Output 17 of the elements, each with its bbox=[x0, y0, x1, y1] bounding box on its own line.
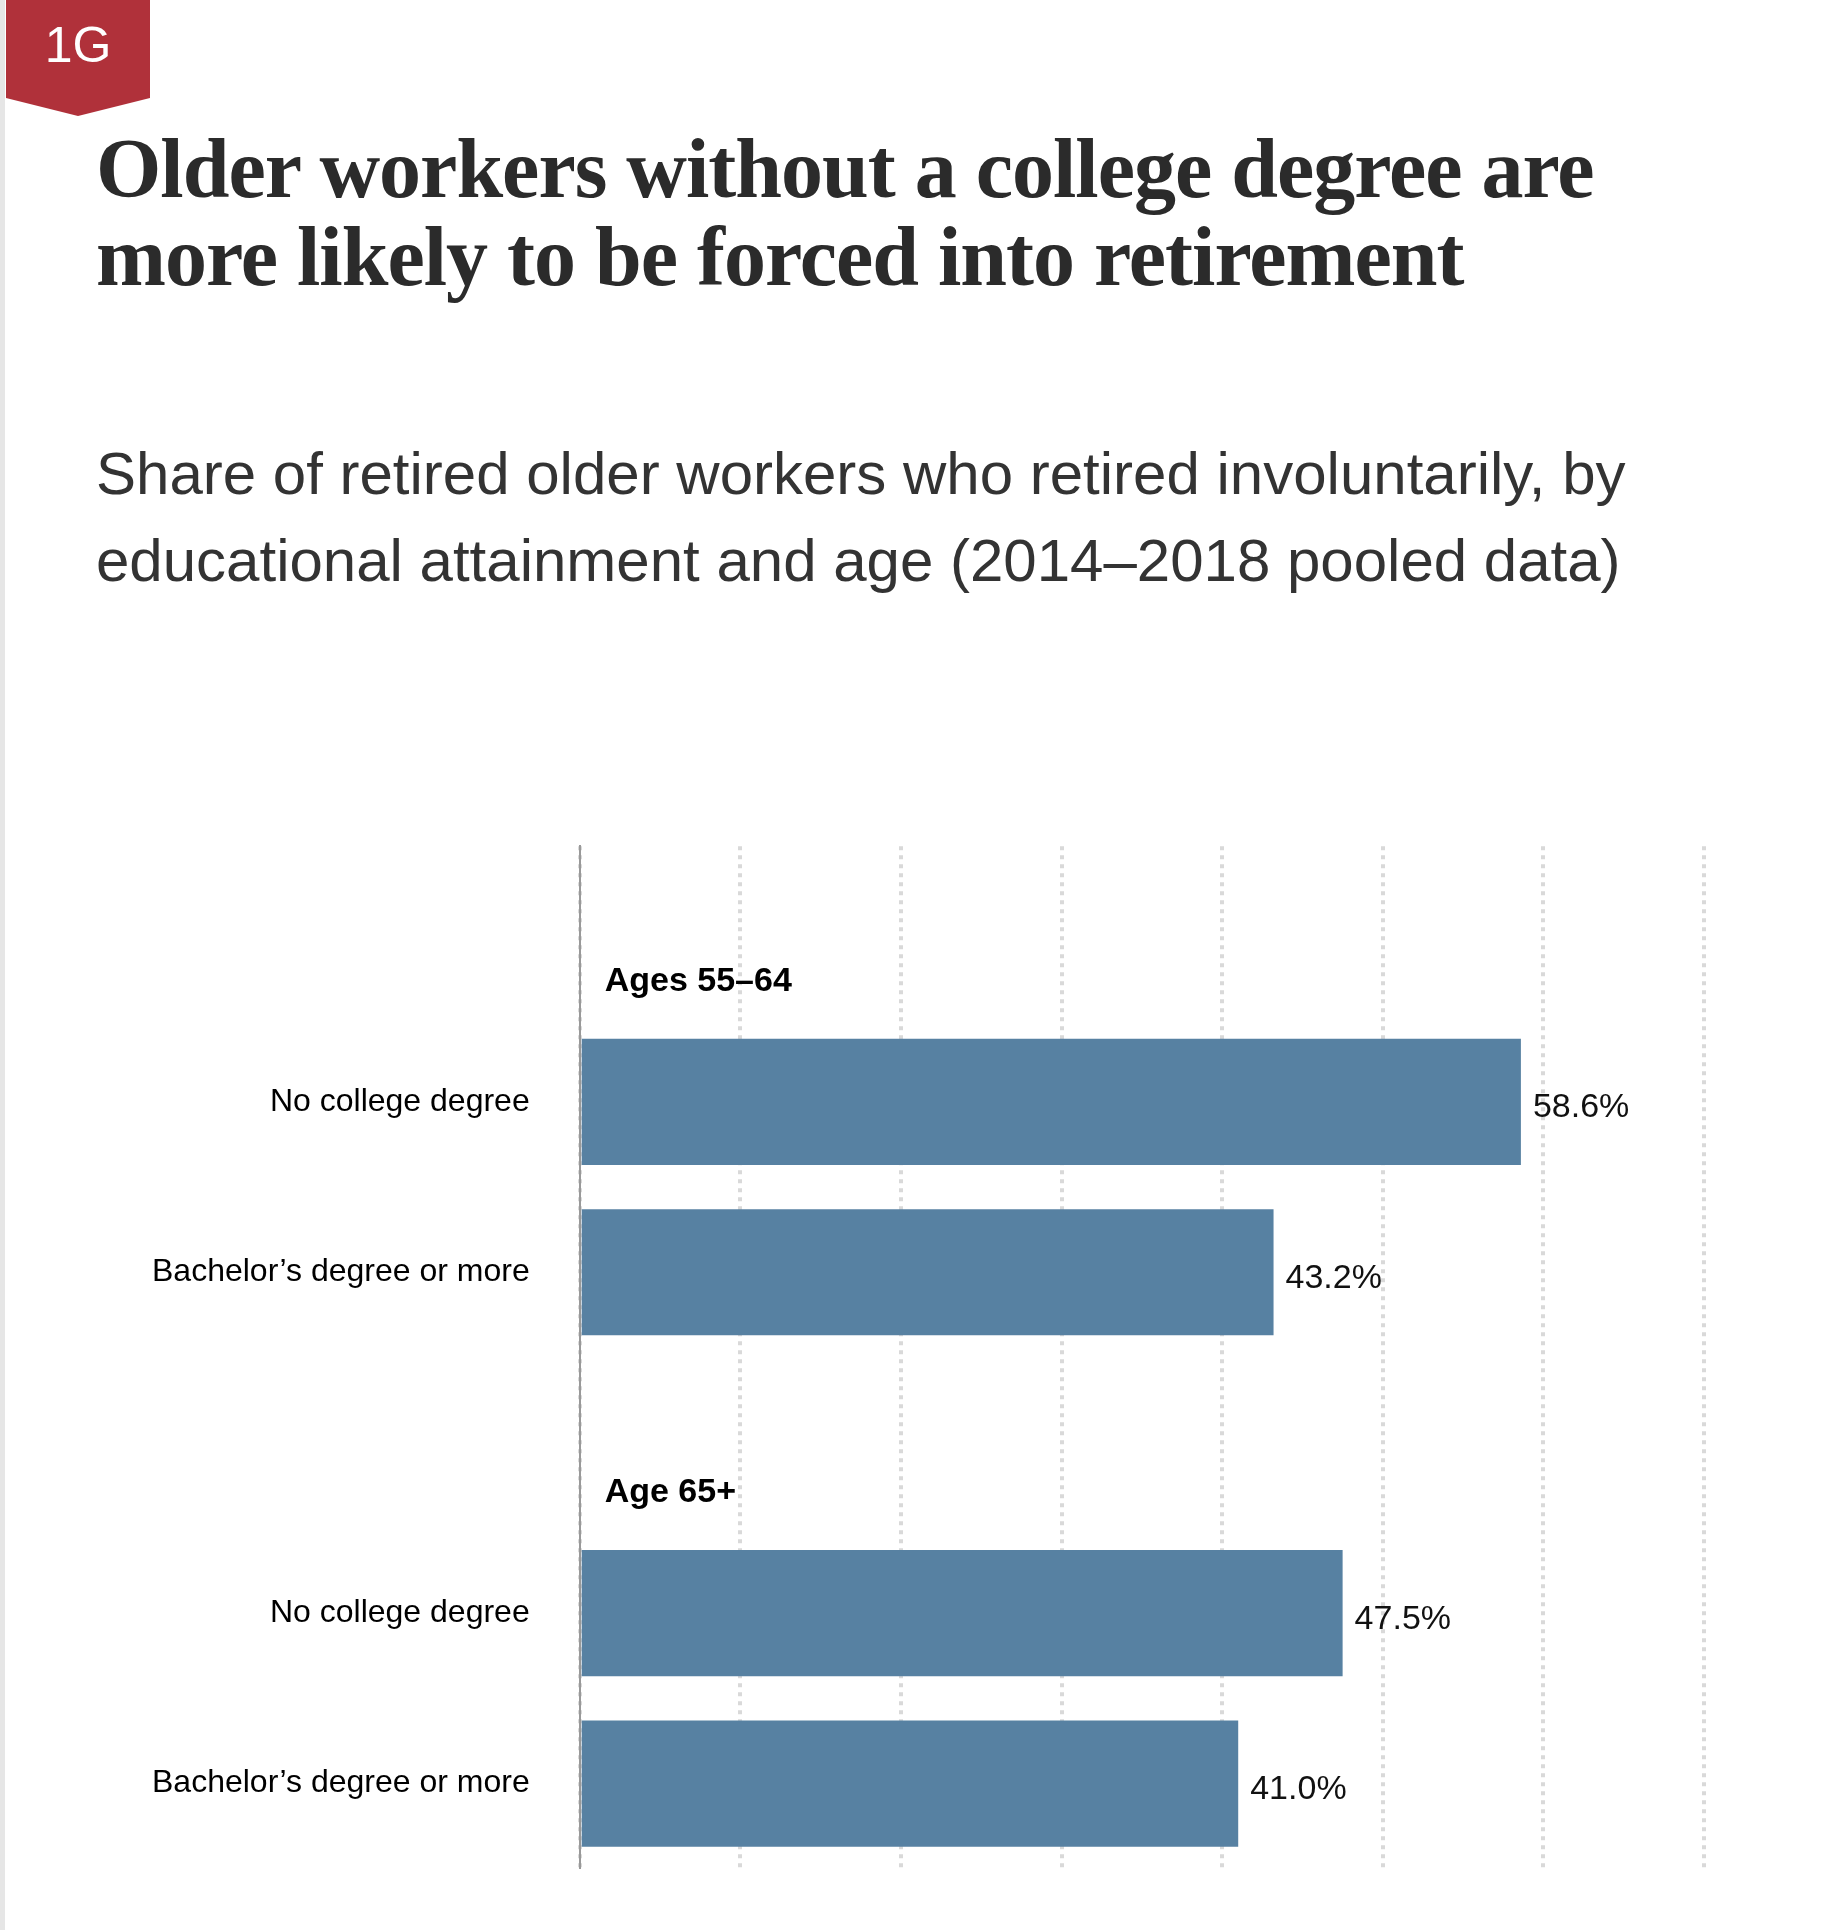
y-tick-label: No college degree bbox=[269, 1081, 530, 1118]
data-label: 43.2% bbox=[1285, 1256, 1382, 1295]
bar bbox=[581, 1209, 1274, 1336]
chart-title: Older workers without a college degree are more likely to be forced into retirement bbox=[96, 122, 1595, 303]
y-tick-label: Bachelor’s degree or more bbox=[152, 1763, 530, 1800]
chart-subtitle: Share of retired older workers who retired involuntarily, by educational attainment and age (2014–2018 pooled data) bbox=[96, 439, 1627, 596]
data-label: 58.6% bbox=[1532, 1086, 1630, 1125]
y-tick-label: No college degree bbox=[269, 1592, 530, 1629]
data-label: 41.0% bbox=[1250, 1767, 1347, 1806]
y-tick-label: Ages 55–64 bbox=[604, 959, 792, 998]
data-label: 47.5% bbox=[1354, 1597, 1452, 1636]
bar bbox=[581, 1720, 1239, 1847]
bar bbox=[581, 1550, 1343, 1677]
y-tick-label: Age 65+ bbox=[604, 1471, 737, 1510]
text: 1G bbox=[6, 0, 150, 98]
bar bbox=[581, 1038, 1521, 1165]
y-tick-label: Bachelor’s degree or more bbox=[152, 1252, 530, 1289]
